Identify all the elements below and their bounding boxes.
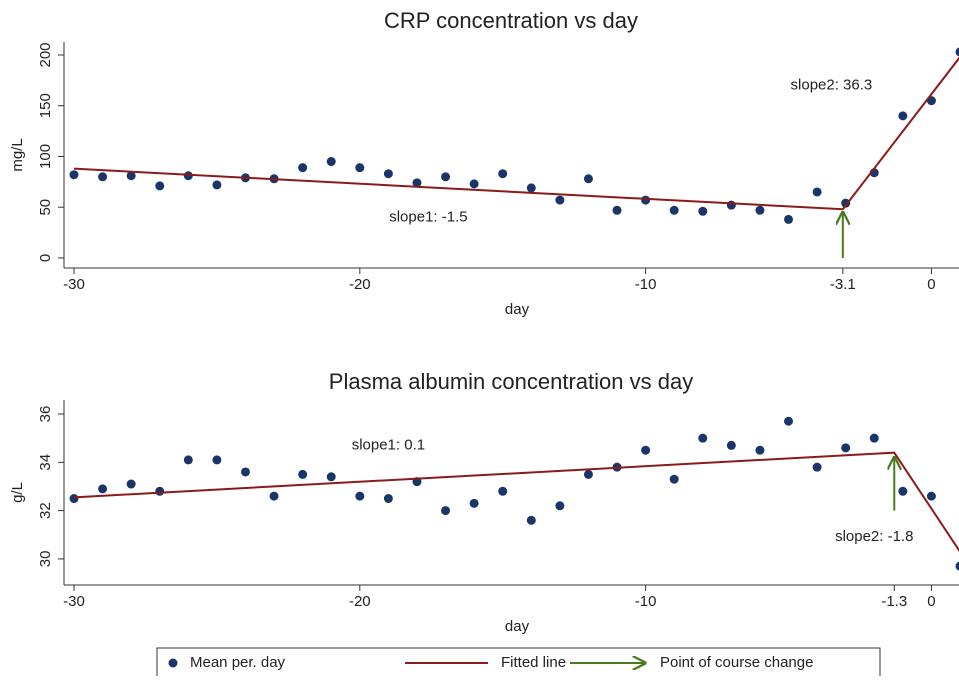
data-point xyxy=(98,484,107,493)
x-tick-label: 0 xyxy=(927,593,935,610)
data-point xyxy=(613,206,622,215)
x-tick-label: -1.3 xyxy=(881,593,907,610)
data-point xyxy=(70,494,79,503)
data-point xyxy=(155,181,164,190)
legend-marker xyxy=(169,659,178,668)
data-point xyxy=(670,475,679,484)
data-point xyxy=(270,492,279,501)
data-point xyxy=(184,455,193,464)
data-point xyxy=(584,174,593,183)
data-point xyxy=(670,206,679,215)
data-point xyxy=(498,169,507,178)
chart-title: CRP concentration vs day xyxy=(384,8,638,33)
data-point xyxy=(784,417,793,426)
data-point xyxy=(755,446,764,455)
x-tick-label: -10 xyxy=(635,276,657,293)
data-point xyxy=(327,472,336,481)
data-point xyxy=(927,492,936,501)
y-tick-label: 0 xyxy=(37,254,54,262)
data-point xyxy=(127,480,136,489)
data-point xyxy=(298,163,307,172)
data-point xyxy=(241,467,250,476)
data-point xyxy=(441,172,450,181)
data-point xyxy=(355,492,364,501)
slope-annotation: slope1: -1.5 xyxy=(389,208,467,225)
data-point xyxy=(555,196,564,205)
data-point xyxy=(555,501,564,510)
data-point xyxy=(698,434,707,443)
x-axis-label: day xyxy=(505,618,530,635)
data-point xyxy=(355,163,364,172)
data-point xyxy=(527,183,536,192)
data-point xyxy=(527,516,536,525)
data-point xyxy=(784,215,793,224)
data-point xyxy=(727,201,736,210)
data-point xyxy=(870,434,879,443)
data-point xyxy=(641,196,650,205)
y-tick-label: 36 xyxy=(37,406,54,423)
data-point xyxy=(155,487,164,496)
legend-label: Mean per. day xyxy=(190,654,286,671)
data-point xyxy=(584,470,593,479)
data-point xyxy=(698,207,707,216)
x-tick-label: -20 xyxy=(349,593,371,610)
x-tick-label: -30 xyxy=(63,276,85,293)
slope-annotation: slope1: 0.1 xyxy=(352,436,425,453)
data-point xyxy=(384,494,393,503)
data-point xyxy=(956,47,959,56)
x-tick-label: -30 xyxy=(63,593,85,610)
data-point xyxy=(212,180,221,189)
y-tick-label: 50 xyxy=(37,199,54,216)
slope-annotation: slope2: -1.8 xyxy=(835,528,913,545)
data-point xyxy=(727,441,736,450)
data-point xyxy=(498,487,507,496)
y-axis-label: g/L xyxy=(9,482,26,503)
legend-label: Point of course change xyxy=(660,654,813,671)
data-point xyxy=(470,499,479,508)
y-tick-label: 32 xyxy=(37,502,54,519)
data-point xyxy=(641,446,650,455)
data-point xyxy=(898,487,907,496)
x-axis-label: day xyxy=(505,301,530,318)
x-tick-label: -10 xyxy=(635,593,657,610)
y-tick-label: 100 xyxy=(37,144,54,169)
data-point xyxy=(813,463,822,472)
data-point xyxy=(327,157,336,166)
data-point xyxy=(898,111,907,120)
y-tick-label: 30 xyxy=(37,551,54,568)
chart-title: Plasma albumin concentration vs day xyxy=(329,369,693,394)
legend-label: Fitted line xyxy=(501,654,566,671)
data-point xyxy=(212,455,221,464)
data-point xyxy=(956,562,959,571)
x-tick-label: 0 xyxy=(927,276,935,293)
data-point xyxy=(98,172,107,181)
data-point xyxy=(70,170,79,179)
data-point xyxy=(298,470,307,479)
data-point xyxy=(813,187,822,196)
data-point xyxy=(841,443,850,452)
y-tick-label: 200 xyxy=(37,42,54,67)
x-tick-label: -3.1 xyxy=(830,276,856,293)
data-point xyxy=(384,169,393,178)
data-point xyxy=(755,206,764,215)
data-point xyxy=(470,179,479,188)
data-point xyxy=(441,506,450,515)
fitted-line xyxy=(74,453,959,552)
y-tick-label: 150 xyxy=(37,93,54,118)
y-tick-label: 34 xyxy=(37,454,54,471)
x-tick-label: -20 xyxy=(349,276,371,293)
slope-annotation: slope2: 36.3 xyxy=(791,76,873,93)
y-axis-label: mg/L xyxy=(9,138,26,171)
